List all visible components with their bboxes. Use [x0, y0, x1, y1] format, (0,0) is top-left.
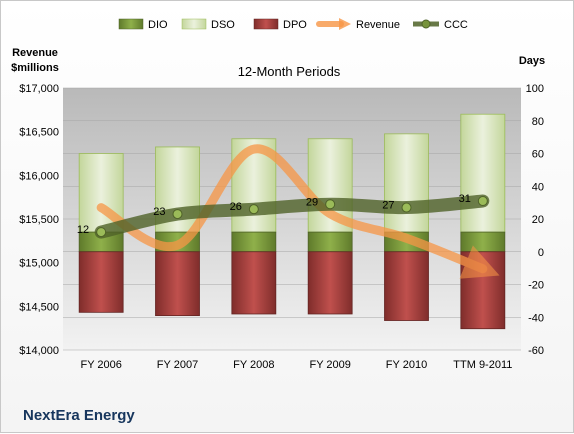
bar-dio: [307, 231, 353, 253]
x-tick-label: FY 2007: [157, 359, 198, 371]
x-tick-label: FY 2010: [386, 359, 427, 371]
ccc-data-label: 29: [306, 196, 318, 208]
right-tick-label: 20: [532, 214, 544, 226]
legend-marker-ccc: [421, 19, 431, 29]
ccc-series: 12 23 26 29 27 31: [77, 193, 490, 239]
right-tick-label: 80: [532, 116, 544, 128]
left-tick-label: $17,000: [19, 83, 59, 95]
ccc-line: [94, 194, 490, 239]
bar-dpo: [384, 251, 429, 321]
bar-dpo: [155, 251, 200, 317]
right-tick-label: -60: [528, 345, 544, 357]
bar-dso: [460, 113, 506, 233]
ccc-point: [477, 195, 488, 206]
revenue-line: [96, 144, 500, 279]
legend-label-dpo: DPO: [283, 19, 307, 31]
bars: [78, 113, 506, 330]
company-name: NextEra Energy: [23, 407, 135, 424]
legend-label-ccc: CCC: [444, 19, 468, 31]
legend-label-revenue: Revenue: [356, 19, 400, 31]
right-axis-ticks: -60 -40 -20 0 20 40 60 80 100: [526, 83, 544, 357]
x-tick-label: FY 2008: [233, 359, 274, 371]
bar-dpo: [231, 251, 277, 315]
legend-swatch-dpo: [253, 18, 279, 30]
ccc-point: [96, 227, 107, 238]
legend-label-dso: DSO: [211, 19, 235, 31]
revenue-series: [96, 144, 500, 279]
legend-label-dio: DIO: [148, 19, 168, 31]
ccc-data-label: 27: [382, 200, 394, 212]
left-tick-label: $15,500: [19, 214, 59, 226]
right-tick-label: 40: [532, 181, 544, 193]
legend: DIO DSO DPO Revenue CCC: [118, 18, 468, 31]
left-axis-ticks: $14,000 $14,500 $15,000 $15,500 $16,000 $16,5…: [19, 83, 59, 357]
legend-swatch-dso: [181, 18, 207, 30]
right-axis-title: Days: [519, 55, 545, 67]
left-tick-label: $14,000: [19, 345, 59, 357]
right-tick-label: 100: [526, 83, 544, 95]
right-tick-label: -20: [528, 280, 544, 292]
legend-swatch-dio: [118, 18, 144, 30]
left-tick-label: $15,000: [19, 258, 59, 270]
x-tick-label: TTM 9-2011: [453, 359, 512, 371]
ccc-point: [401, 202, 412, 213]
x-tick-label: FY 2006: [80, 359, 121, 371]
ccc-data-label: 23: [153, 206, 165, 218]
gridlines: [63, 87, 521, 351]
ccc-data-label: 26: [230, 201, 242, 213]
left-axis-title-line2: $millions: [11, 62, 59, 74]
x-axis-ticks: FY 2006 FY 2007 FY 2008 FY 2009 FY 2010 TTM 9…: [80, 359, 512, 371]
bar-dio: [231, 231, 277, 253]
ccc-data-label: 12: [77, 224, 89, 236]
right-tick-label: 0: [538, 247, 544, 259]
right-tick-label: -40: [528, 312, 544, 324]
left-axis-title-line1: Revenue: [12, 47, 58, 59]
ccc-point: [248, 204, 259, 215]
left-tick-label: $14,500: [19, 301, 59, 313]
ccc-data-label: 31: [459, 193, 471, 205]
bar-dpo: [78, 251, 124, 313]
bar-dpo: [307, 251, 353, 315]
bar-dso: [384, 133, 429, 233]
ccc-point: [325, 199, 336, 210]
left-tick-label: $16,500: [19, 127, 59, 139]
right-tick-label: 60: [532, 149, 544, 161]
left-tick-label: $16,000: [19, 170, 59, 182]
bar-dio: [460, 231, 506, 253]
legend-arrow-revenue: [339, 18, 351, 30]
ccc-point: [172, 209, 183, 220]
chart-title: 12-Month Periods: [238, 64, 341, 79]
x-tick-label: FY 2009: [309, 359, 350, 371]
